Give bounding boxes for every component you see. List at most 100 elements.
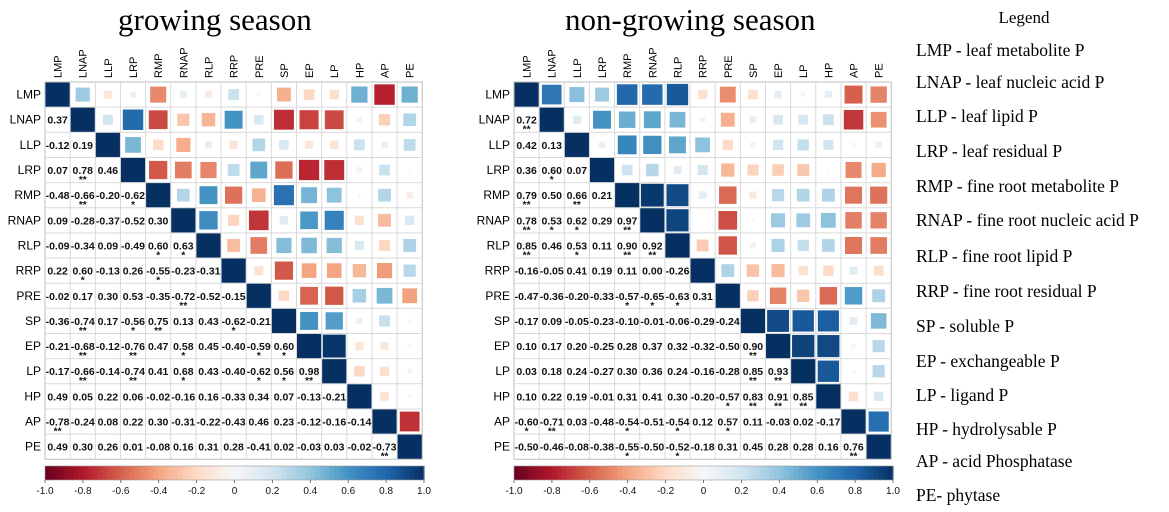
colorbar-segment (755, 466, 761, 480)
diagonal-cell (640, 208, 665, 233)
column-label: EP (304, 63, 316, 78)
colorbar-segment (97, 466, 103, 480)
correlation-square (129, 91, 137, 98)
correlation-square (407, 344, 412, 349)
correlation-square (646, 163, 659, 177)
correlation-value: 0.60 (274, 341, 295, 353)
colorbar-segment (641, 466, 648, 480)
correlation-value: -0.14 (96, 366, 120, 378)
correlation-square (749, 116, 757, 124)
significance-stars: * (257, 376, 261, 387)
colorbar-segment (679, 466, 686, 480)
correlation-square (149, 160, 168, 180)
colorbar-segment (405, 466, 411, 480)
correlation-value: 0.13 (542, 140, 563, 152)
diagonal-cell (816, 384, 841, 409)
correlation-value: -0.66 (71, 190, 95, 202)
colorbar-segment (153, 466, 160, 480)
colorbar-segment (542, 466, 548, 480)
significance-stars: * (726, 401, 730, 412)
significance-stars: ** (523, 125, 531, 136)
correlation-square (640, 183, 664, 207)
correlation-square (769, 287, 787, 304)
colorbar-segment (300, 466, 307, 480)
correlation-square (408, 168, 411, 172)
correlation-square (199, 186, 218, 205)
legend-entry: LMP - leaf metabolite P (916, 40, 1085, 60)
correlation-square (747, 164, 759, 176)
correlation-square (298, 159, 320, 181)
correlation-value: 0.37 (642, 341, 663, 353)
correlation-square (875, 141, 882, 149)
correlation-square (300, 286, 318, 305)
correlation-square (773, 114, 783, 125)
colorbar-segment (665, 466, 671, 480)
colorbar-tick-label: 0.8 (848, 486, 862, 497)
row-label: PE (25, 440, 41, 454)
correlation-square (380, 342, 389, 351)
correlation-value: -0.16 (322, 417, 346, 429)
correlation-value: 0.09 (98, 240, 119, 252)
colorbar-segment (589, 466, 596, 480)
diagonal-cell (70, 107, 95, 132)
colorbar-segment (324, 466, 330, 480)
significance-stars: ** (523, 200, 531, 211)
correlation-square (871, 162, 886, 178)
correlation-value: 0.43 (198, 316, 219, 328)
correlation-value: 0.42 (516, 140, 537, 152)
significance-stars: ** (774, 376, 782, 387)
correlation-value: -0.50 (716, 341, 740, 353)
correlation-value: -0.23 (590, 316, 614, 328)
colorbar-segment (656, 466, 662, 480)
correlation-square (748, 89, 758, 100)
correlation-value: 0.46 (249, 417, 270, 429)
correlation-square (401, 86, 418, 103)
correlation-value: 0.41 (148, 366, 169, 378)
correlation-value: 0.57 (718, 417, 739, 429)
colorbar-segment (187, 466, 193, 480)
significance-stars: ** (573, 200, 581, 211)
correlation-value: 0.50 (542, 190, 563, 202)
correlation-value: -0.29 (691, 316, 715, 328)
row-label: LMP (485, 88, 510, 102)
colorbar-segment (855, 466, 861, 480)
significance-stars: ** (179, 301, 187, 312)
colorbar-segment (59, 466, 65, 480)
colorbar-segment (414, 466, 420, 480)
colorbar-segment (367, 466, 373, 480)
correlation-square (251, 188, 266, 203)
correlation-value: 0.97 (617, 215, 638, 227)
significance-stars: ** (523, 225, 531, 236)
correlation-value: 0.78 (73, 165, 94, 177)
colorbar-segment (101, 466, 108, 480)
correlation-value: -0.71 (540, 417, 564, 429)
column-label: LLP (103, 58, 115, 78)
correlation-value: -0.72 (171, 291, 195, 303)
correlation-square (750, 142, 756, 148)
correlation-value: -0.22 (197, 417, 221, 429)
significance-stars: * (650, 301, 654, 312)
correlation-value: -0.52 (666, 442, 690, 454)
diagonal-cell (372, 409, 397, 434)
correlation-square (669, 136, 686, 154)
diagonal-cell (841, 409, 866, 434)
colorbar-segment (575, 466, 581, 480)
correlation-value: 0.45 (198, 341, 219, 353)
correlation-value: 0.28 (768, 442, 789, 454)
correlation-square (279, 216, 289, 225)
colorbar-segment (49, 466, 56, 480)
correlation-square (642, 84, 663, 105)
correlation-value: -0.48 (590, 417, 614, 429)
significance-stars: ** (129, 376, 137, 387)
correlation-square (229, 140, 238, 150)
colorbar-segment (225, 466, 231, 480)
diagonal-cell (539, 107, 564, 132)
correlation-square (767, 309, 790, 332)
correlation-value: -0.48 (46, 190, 70, 202)
row-label: AP (494, 415, 510, 429)
significance-stars: * (232, 326, 236, 337)
colorbar-segment (116, 466, 122, 480)
correlation-value: -0.56 (121, 316, 145, 328)
column-label: LMP (522, 55, 534, 78)
significance-stars: * (81, 276, 85, 287)
